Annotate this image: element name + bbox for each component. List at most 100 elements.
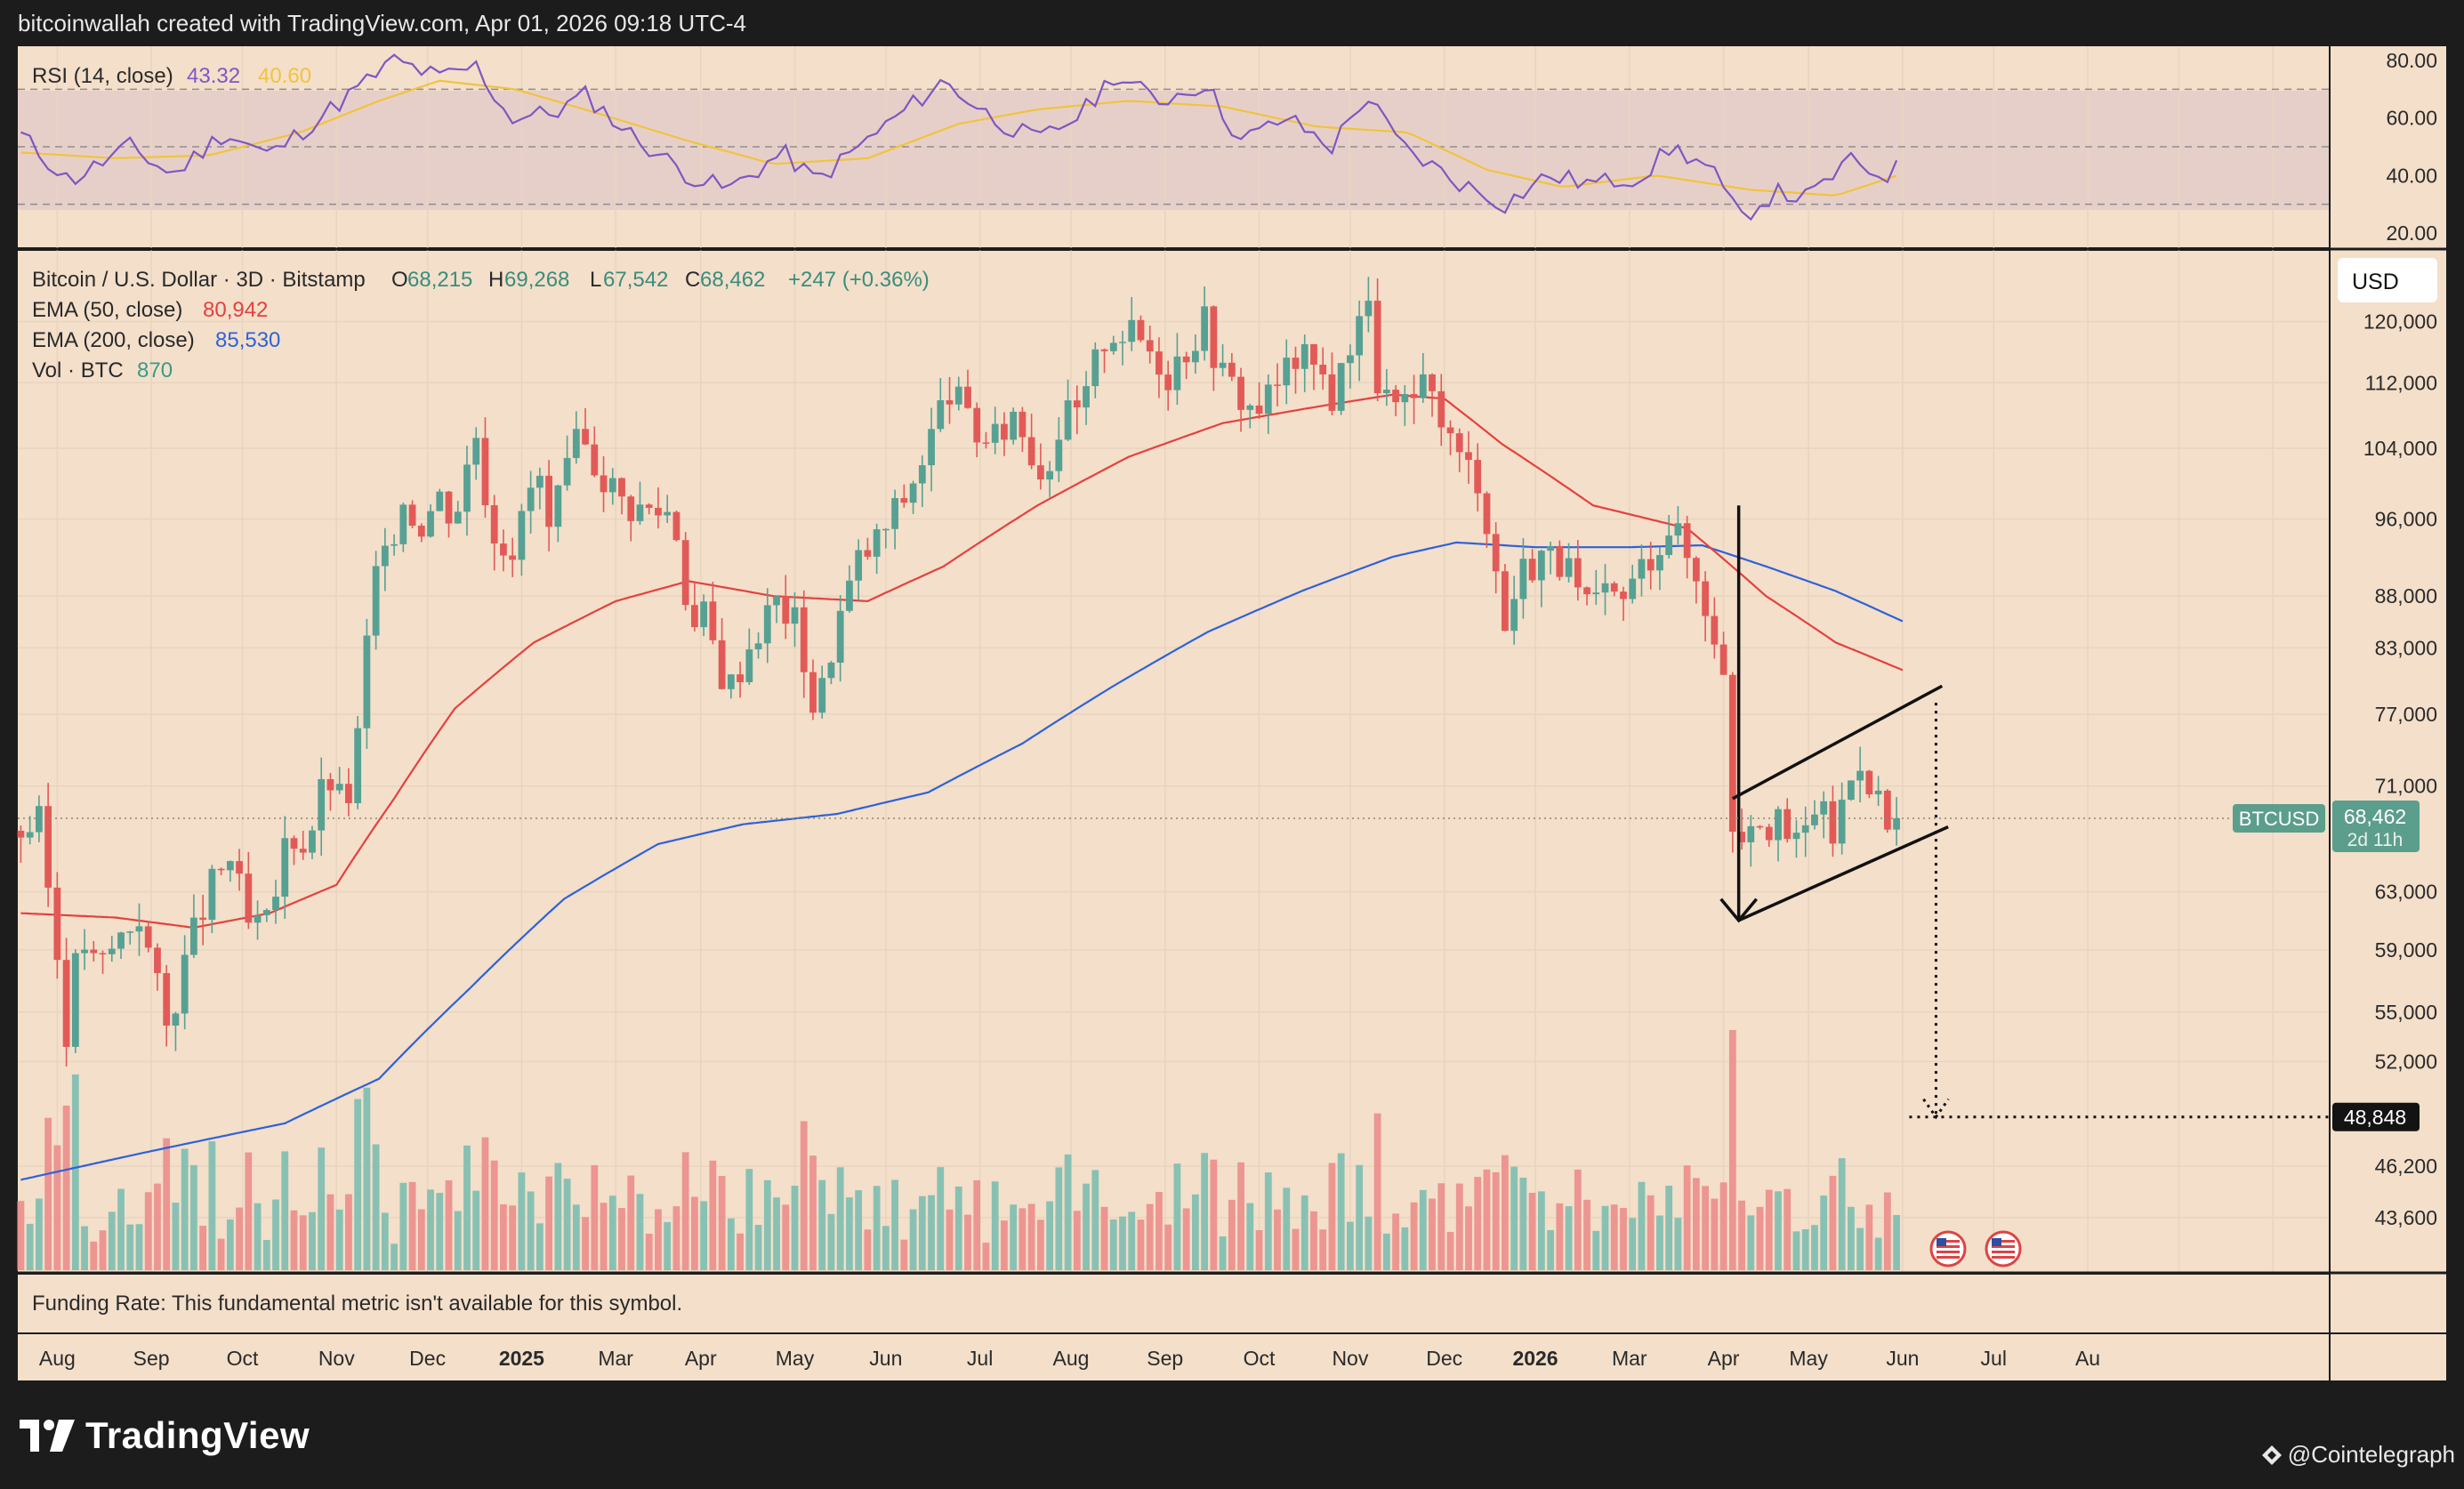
volume-bar [1046, 1201, 1053, 1270]
time-axis-label: Apr [1708, 1347, 1740, 1370]
candle-body [1820, 801, 1828, 815]
us-flag-stripe [1992, 1256, 2015, 1259]
time-axis-label: Sep [1147, 1347, 1183, 1370]
candle-body [1719, 644, 1727, 675]
volume-bar [1811, 1225, 1818, 1270]
candle-body [172, 1013, 180, 1026]
ohlc-high: 69,268 [504, 268, 569, 292]
time-axis-label: May [1789, 1347, 1828, 1370]
candle-body [1592, 592, 1600, 595]
candle-body [226, 861, 234, 871]
time-axis-label: 2026 [1512, 1347, 1558, 1370]
candle-body [645, 504, 653, 508]
candle-body [900, 497, 908, 503]
volume-bar [1264, 1172, 1272, 1270]
volume-bar [836, 1167, 844, 1270]
volume-bar [1419, 1189, 1427, 1270]
time-axis-label: Oct [227, 1347, 259, 1370]
volume-bar [490, 1160, 498, 1270]
candle-body [1173, 356, 1181, 390]
candle-body [1838, 800, 1846, 844]
time-axis-label: Dec [1426, 1347, 1462, 1370]
candle-body [1310, 343, 1317, 365]
volume-bar [1237, 1162, 1244, 1270]
candle-body [1537, 551, 1545, 581]
rsi-axis-tick: 20.00 [2386, 221, 2437, 245]
volume-bar [1647, 1195, 1655, 1270]
volume-bar [1128, 1211, 1136, 1270]
volume-bar [117, 1188, 125, 1270]
candle-body [1665, 535, 1673, 556]
volume-bar [1337, 1153, 1345, 1270]
volume-bar [1474, 1177, 1482, 1270]
volume-bar [199, 1226, 207, 1270]
volume-bar [1356, 1164, 1364, 1270]
volume-bar [864, 1229, 872, 1270]
volume-bar [272, 1199, 279, 1270]
volume-bar [245, 1152, 253, 1270]
grid [18, 46, 2331, 1272]
candle-body [937, 399, 945, 430]
volume-bar [1319, 1229, 1327, 1270]
candle-body [1164, 374, 1172, 390]
candle-body [800, 607, 808, 672]
price-axis-tick: 43,600 [2375, 1206, 2437, 1229]
candle-body [254, 914, 262, 923]
symbol-title: Bitcoin / U.S. Dollar · 3D · Bitstamp [32, 268, 366, 292]
volume-bar [1620, 1208, 1627, 1270]
ema-layer [20, 393, 1904, 1181]
price-axis-tick: 59,000 [2375, 938, 2437, 962]
candle-body [299, 849, 307, 853]
currency-button[interactable]: USD [2352, 270, 2399, 294]
candle-body [827, 662, 835, 679]
main-panel-bg [18, 251, 2331, 1272]
ohlc-values: O 68,215 H 69,268 L 67,542 C 68,462 +247… [391, 268, 930, 292]
ema50-line [20, 393, 1904, 930]
candle-body [26, 832, 34, 838]
candle-body [737, 674, 744, 682]
volume-bar [363, 1087, 371, 1270]
volume-bar [290, 1210, 298, 1270]
volume-bar [190, 1164, 197, 1270]
candle-body [591, 444, 599, 476]
volume-bar [1156, 1191, 1163, 1270]
channel-lower-line [1737, 825, 1949, 922]
volume-bar [1429, 1198, 1436, 1270]
candle-body [763, 605, 771, 644]
us-flag-stripe [1992, 1240, 2015, 1243]
time-axis-label: Jun [869, 1347, 902, 1370]
us-flag-ring [1929, 1230, 1967, 1268]
flagpole-arrowhead [1719, 897, 1758, 923]
volume-bar [1801, 1229, 1809, 1270]
candle-body [236, 861, 243, 874]
candle-body [1738, 832, 1745, 842]
time-axis-label: Aug [39, 1347, 76, 1370]
candle-body [982, 442, 990, 444]
candle-body [918, 465, 926, 484]
volume-bar [964, 1214, 971, 1270]
rsi-layer [18, 53, 2331, 221]
candle-body [1401, 394, 1409, 403]
volume-bar [1373, 1113, 1381, 1270]
volume-bar [991, 1181, 999, 1270]
volume-bar [946, 1209, 954, 1270]
candle-body [1055, 439, 1063, 471]
volume-bar [408, 1181, 416, 1270]
candle-body [126, 931, 134, 933]
currency-button-bg[interactable] [2338, 258, 2437, 302]
volume-bar [1201, 1153, 1209, 1270]
candle-body [1465, 452, 1472, 460]
us-flag-icon [1985, 1230, 2022, 1268]
rsi-label: RSI (14, close) [32, 64, 173, 88]
tradingview-logo[interactable]: TradingView [20, 1413, 310, 1459]
candle-body [1647, 559, 1655, 571]
candle-body [1574, 558, 1582, 588]
volume-bar [1556, 1203, 1564, 1270]
candle-body [490, 504, 498, 544]
symbol-tag: BTCUSD [2239, 808, 2319, 830]
watermark: @Cointelegraph [2261, 1441, 2455, 1469]
candle-body [1237, 376, 1244, 410]
candle-body [1747, 825, 1755, 842]
volume-bar [1073, 1211, 1081, 1270]
